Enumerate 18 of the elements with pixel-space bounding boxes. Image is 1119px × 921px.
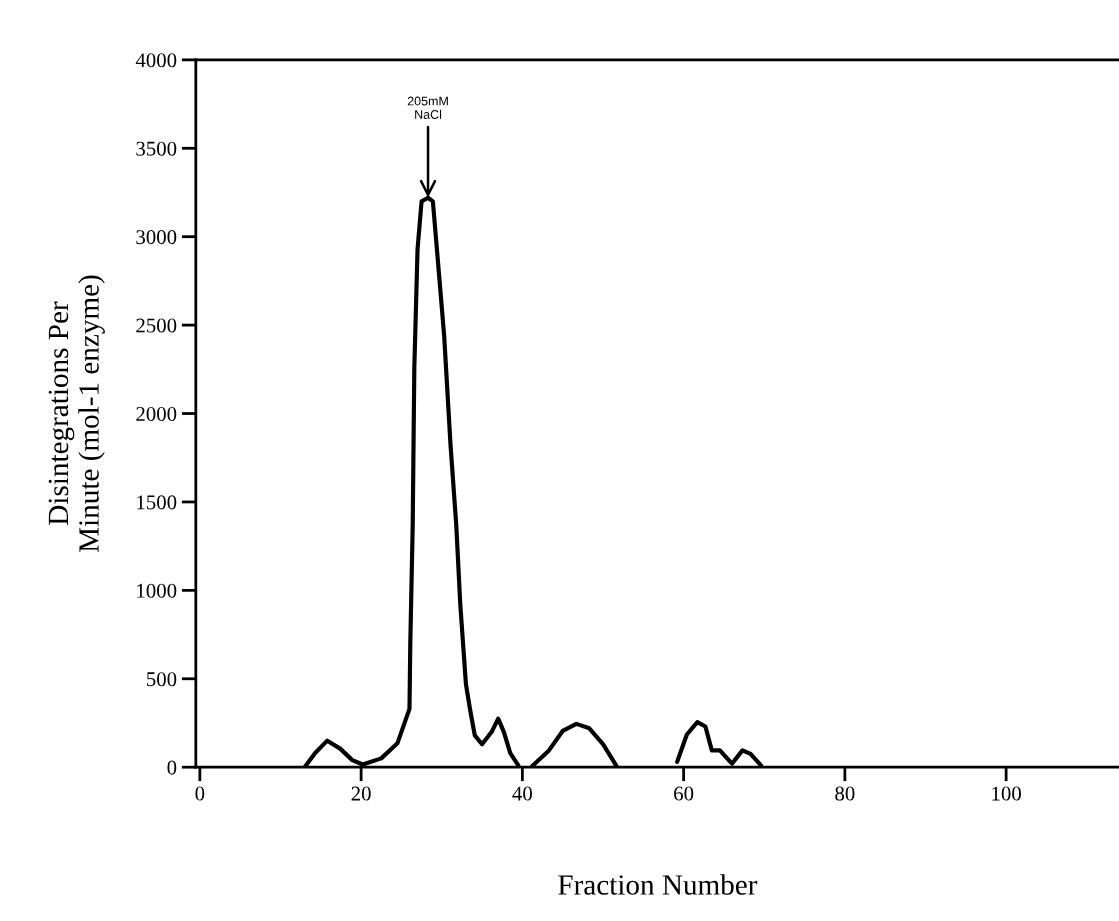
- y-tick-label: 3500: [136, 141, 177, 156]
- y-tick-label: 500: [147, 672, 177, 687]
- x-tick-label: 60: [674, 786, 694, 801]
- y-tick-label: 4000: [135, 53, 177, 68]
- y-tick-label: 0: [167, 760, 177, 775]
- y-tick-label: 1500: [137, 495, 177, 510]
- y-tick-label: 1000: [137, 583, 177, 598]
- x-tick-label: 20: [351, 786, 371, 801]
- x-tick-label: 80: [835, 786, 855, 801]
- annotation: 205mM NaCl: [407, 96, 448, 119]
- x-axis-title: Fraction Number: [558, 874, 758, 895]
- x-tick-label: 40: [512, 786, 532, 801]
- y-tick-label: 2500: [136, 318, 177, 333]
- y-axis-title: Disintegrations Per Minute (mol-1 enzyme): [48, 275, 105, 552]
- x-tick-label: 0: [195, 786, 205, 801]
- y-tick-label: 3000: [136, 230, 177, 245]
- x-tick-label: 100: [992, 786, 1021, 801]
- y-tick-label: 2000: [136, 406, 177, 421]
